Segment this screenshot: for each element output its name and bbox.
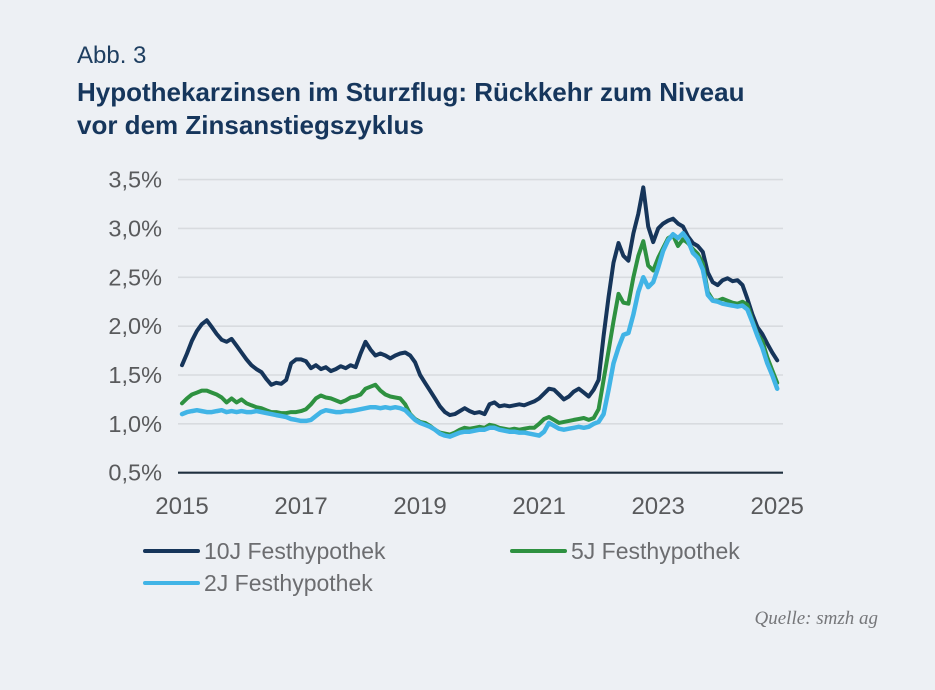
legend-item-2j-festhypothek: 2J Festhypothek [143,568,510,598]
legend-swatch-2j [143,581,200,585]
x-tick-label-2017: 2017 [274,493,327,520]
figure-title: Hypothekarzinsen im Sturzflug: Rückkehr … [77,76,877,142]
figure-title-line1: Hypothekarzinsen im Sturzflug: Rückkehr … [77,77,745,107]
figure-number: Abb. 3 [77,42,147,69]
y-tick-label-1: 1,0% [108,411,162,437]
legend-item-10j-festhypothek: 10J Festhypothek [143,536,510,566]
line-chart: 0,5% 1,0% 1,5% 2,0% 2,5% 3,0% 3,5% 2015 2017 2019… [108,167,804,520]
x-tick-label-2023: 2023 [631,493,684,520]
legend-swatch-5j [510,549,567,553]
legend-label-5j: 5J Festhypothek [571,537,740,564]
legend-swatch-10j [143,549,200,553]
x-tick-label-2019: 2019 [393,493,446,520]
series-line-10j-festhypothek [180,185,780,418]
chart-legend: 10J Festhypothek 5J Festhypothek 2J Fest… [143,536,740,598]
y-tick-label-3: 3,0% [108,215,162,241]
y-tick-label-0.5: 0,5% [108,460,162,486]
figure-title-line2: vor dem Zinsanstiegszyklus [77,110,424,140]
source-credit: Quelle: smzh ag [754,608,878,629]
series-line-2j-festhypothek [179,231,780,439]
legend-label-2j: 2J Festhypothek [204,569,373,596]
legend-item-5j-festhypothek: 5J Festhypothek [510,536,740,566]
legend-label-10j: 10J Festhypothek [204,537,386,564]
x-tick-label-2021: 2021 [512,493,565,520]
y-tick-label-2.5: 2,5% [108,264,162,290]
y-tick-label-1.5: 1,5% [108,362,162,388]
x-tick-label-2015: 2015 [155,493,208,520]
series-line-5j-festhypothek [180,233,780,437]
y-tick-label-3.5: 3,5% [108,167,162,193]
x-tick-label-2025: 2025 [751,493,804,520]
y-tick-label-2: 2,0% [108,313,162,339]
